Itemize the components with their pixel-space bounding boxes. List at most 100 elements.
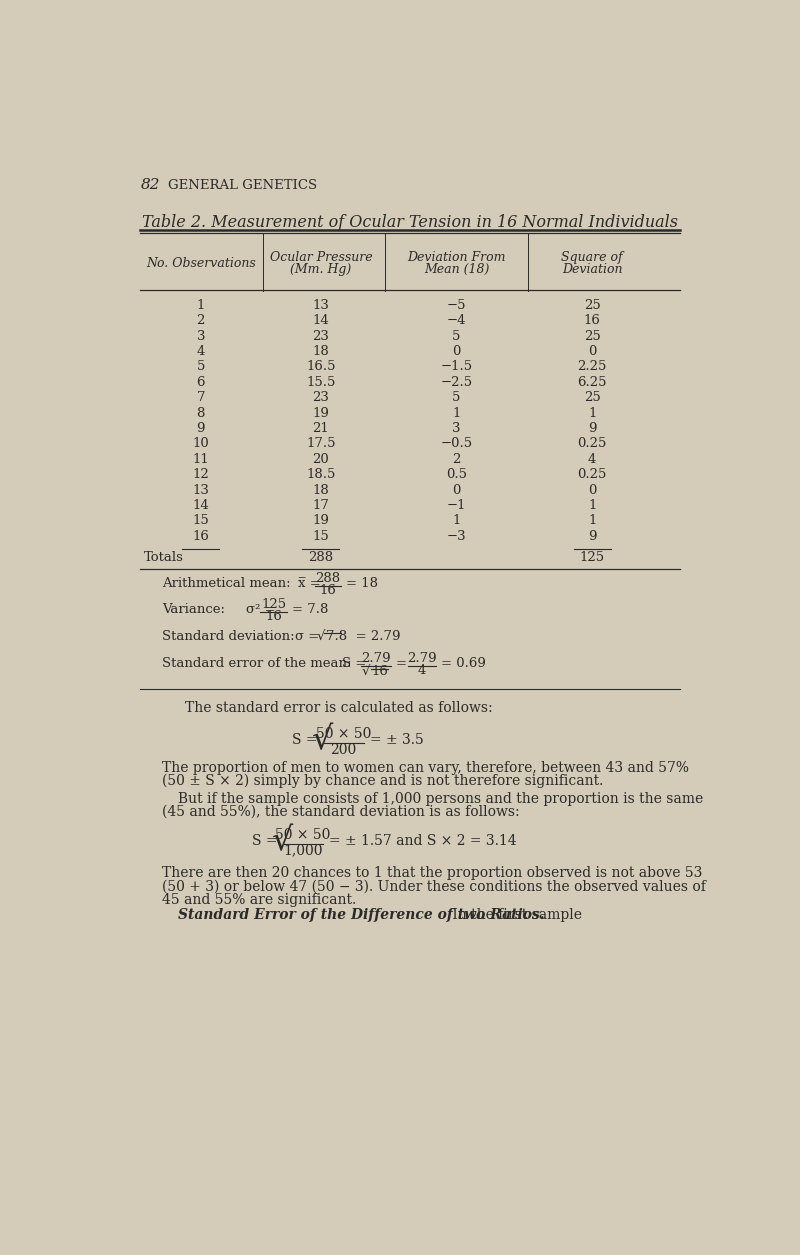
Text: Standard deviation:: Standard deviation: [162, 630, 294, 643]
Text: 17.5: 17.5 [306, 438, 336, 451]
Text: 45 and 55% are significant.: 45 and 55% are significant. [162, 892, 356, 906]
Text: 125: 125 [579, 551, 605, 565]
Text: Square of: Square of [562, 251, 623, 264]
Text: 0.25: 0.25 [578, 438, 607, 451]
Text: 0: 0 [588, 345, 596, 358]
Text: 1: 1 [588, 407, 596, 419]
Text: 1: 1 [197, 299, 205, 312]
Text: 16: 16 [371, 665, 388, 678]
Text: =: = [396, 658, 407, 670]
Text: No. Observations: No. Observations [146, 256, 256, 270]
Text: 0: 0 [588, 483, 596, 497]
Text: The standard error is calculated as follows:: The standard error is calculated as foll… [186, 702, 493, 715]
Text: Variance:: Variance: [162, 604, 225, 616]
Text: S =: S = [252, 835, 278, 848]
Text: S =: S = [342, 658, 366, 670]
Text: 5: 5 [452, 392, 461, 404]
Text: 0: 0 [452, 345, 461, 358]
Text: 50 × 50: 50 × 50 [275, 828, 330, 842]
Text: Mean (18): Mean (18) [424, 262, 489, 276]
Text: 4: 4 [418, 664, 426, 678]
Text: But if the sample consists of 1,000 persons and the proportion is the same: But if the sample consists of 1,000 pers… [178, 792, 702, 806]
Text: 14: 14 [192, 499, 209, 512]
Text: 6: 6 [197, 375, 205, 389]
Text: = ± 1.57 and S × 2 = 3.14: = ± 1.57 and S × 2 = 3.14 [330, 835, 517, 848]
Text: 25: 25 [584, 392, 601, 404]
Text: 14: 14 [313, 314, 330, 328]
Text: = 7.8: = 7.8 [292, 604, 329, 616]
Text: 12: 12 [192, 468, 209, 481]
Text: 17: 17 [313, 499, 330, 512]
Text: x̅ =: x̅ = [298, 577, 320, 590]
Text: 7: 7 [197, 392, 205, 404]
Text: −5: −5 [446, 299, 466, 312]
Text: 13: 13 [313, 299, 330, 312]
Text: 15: 15 [192, 515, 209, 527]
Text: 23: 23 [313, 392, 330, 404]
Text: 16: 16 [584, 314, 601, 328]
Text: 23: 23 [313, 330, 330, 343]
Text: 2.79: 2.79 [407, 651, 437, 665]
Text: 0: 0 [452, 483, 461, 497]
Text: 288: 288 [308, 551, 334, 565]
Text: 16: 16 [192, 530, 209, 543]
Text: Deviation: Deviation [562, 262, 622, 276]
Text: √: √ [362, 665, 370, 678]
Text: Standard error of the mean:: Standard error of the mean: [162, 658, 351, 670]
Text: 25: 25 [584, 330, 601, 343]
Text: 288: 288 [315, 572, 341, 585]
Text: 1: 1 [588, 499, 596, 512]
Text: 18: 18 [313, 345, 330, 358]
Text: 82: 82 [140, 178, 160, 192]
Text: 10: 10 [192, 438, 209, 451]
Text: In the first sample: In the first sample [448, 909, 582, 922]
Text: 9: 9 [197, 422, 205, 435]
Text: 1: 1 [588, 515, 596, 527]
Text: There are then 20 chances to 1 that the proportion observed is not above 53: There are then 20 chances to 1 that the … [162, 866, 702, 881]
Text: σ² =: σ² = [246, 604, 275, 616]
Text: 16: 16 [319, 584, 336, 597]
Text: 0.25: 0.25 [578, 468, 607, 481]
Text: = 18: = 18 [346, 577, 378, 590]
Text: 19: 19 [313, 515, 330, 527]
Text: 2: 2 [452, 453, 461, 466]
Text: 7.8  = 2.79: 7.8 = 2.79 [326, 630, 400, 643]
Text: 18: 18 [313, 483, 330, 497]
Text: 50 × 50: 50 × 50 [316, 727, 371, 742]
Text: −1: −1 [446, 499, 466, 512]
Text: = ± 3.5: = ± 3.5 [370, 733, 423, 747]
Text: −0.5: −0.5 [441, 438, 473, 451]
Text: = 0.69: = 0.69 [441, 658, 486, 670]
Text: 0.5: 0.5 [446, 468, 467, 481]
Text: 9: 9 [588, 422, 596, 435]
Text: 19: 19 [313, 407, 330, 419]
Text: 20: 20 [313, 453, 330, 466]
Text: 4: 4 [197, 345, 205, 358]
Text: −2.5: −2.5 [441, 375, 473, 389]
Text: −3: −3 [446, 530, 466, 543]
Text: 5: 5 [197, 360, 205, 374]
Text: 16: 16 [265, 610, 282, 624]
Text: Ocular Pressure: Ocular Pressure [270, 251, 372, 264]
Text: 5: 5 [452, 330, 461, 343]
Text: 15.5: 15.5 [306, 375, 335, 389]
Text: 18.5: 18.5 [306, 468, 335, 481]
Text: 16.5: 16.5 [306, 360, 336, 374]
Text: The proportion of men to women can vary, therefore, between 43 and 57%: The proportion of men to women can vary,… [162, 761, 689, 776]
Text: √: √ [311, 724, 333, 756]
Text: 2: 2 [197, 314, 205, 328]
Text: (Mm. Hg): (Mm. Hg) [290, 262, 351, 276]
Text: Totals: Totals [144, 551, 184, 565]
Text: 4: 4 [588, 453, 596, 466]
Text: 1: 1 [452, 407, 461, 419]
Text: Standard Error of the Difference of two Ratios.: Standard Error of the Difference of two … [178, 909, 544, 922]
Text: √: √ [272, 825, 294, 857]
Text: 9: 9 [588, 530, 596, 543]
Text: 13: 13 [192, 483, 209, 497]
Text: 25: 25 [584, 299, 601, 312]
Text: Table 2. Measurement of Ocular Tension in 16 Normal Individuals: Table 2. Measurement of Ocular Tension i… [142, 213, 678, 231]
Text: 2.79: 2.79 [361, 651, 390, 665]
Text: −1.5: −1.5 [441, 360, 473, 374]
Text: 3: 3 [197, 330, 205, 343]
Text: 11: 11 [192, 453, 209, 466]
